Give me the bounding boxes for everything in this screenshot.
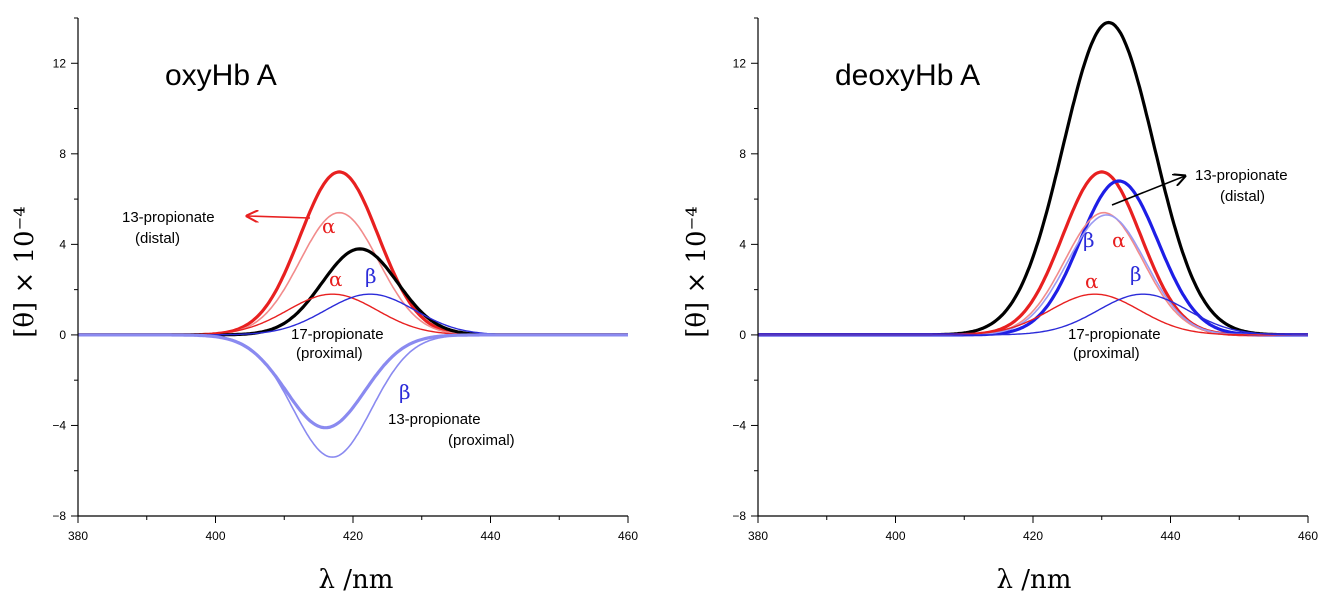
deoxy-y-tick-label: 0 xyxy=(739,328,746,342)
deoxy-beta-top: β xyxy=(1083,228,1095,252)
deoxy-x-tick-label: 420 xyxy=(1023,529,1043,543)
oxy-x-tick-label: 400 xyxy=(205,529,225,543)
deoxy-chart-panel: −8 −4 0 4 8 12 380 400 420 440 460 deoxyHb A [θ] ×… xyxy=(682,17,1318,594)
deoxy-y-tick-label: −4 xyxy=(732,418,746,432)
deoxy-y-tick-label: 12 xyxy=(733,56,747,70)
deoxy-annot-distal-line2: (distal) xyxy=(1220,188,1265,205)
deoxy-series-line-3 xyxy=(758,211,1308,336)
oxy-beta-mid: β xyxy=(365,264,377,288)
oxy-annot-13prox-line2: (proximal) xyxy=(448,432,515,449)
oxy-series-line-6 xyxy=(78,334,628,458)
oxy-y-tick-label: 4 xyxy=(59,237,66,251)
oxy-annot-17-line1: 17-propionate xyxy=(291,326,384,343)
deoxy-alpha-mid: α xyxy=(1085,269,1099,293)
deoxy-y-tick-label: 4 xyxy=(739,237,746,251)
oxy-chart-title: oxyHb A xyxy=(165,59,277,92)
oxy-y-tick-label: 0 xyxy=(59,328,66,342)
oxy-annot-distal-line2: (distal) xyxy=(135,230,180,247)
deoxy-y-tick-label: 8 xyxy=(739,147,746,161)
oxy-x-tick-label: 420 xyxy=(343,529,363,543)
oxy-y-tick-label: 8 xyxy=(59,147,66,161)
oxy-y-tick-label: −8 xyxy=(52,509,66,523)
oxy-series-line-0 xyxy=(78,170,628,337)
deoxy-annot-17-line1: 17-propionate xyxy=(1068,326,1161,343)
oxy-alpha-mid: α xyxy=(329,267,343,291)
oxy-axes: −8 −4 0 4 8 12 380 400 420 440 460 xyxy=(52,17,638,543)
deoxy-x-axis-label: λ /nm xyxy=(997,565,1072,594)
oxy-series-line-2 xyxy=(78,247,628,337)
oxy-annot-13prox-line1: 13-propionate xyxy=(388,411,481,428)
deoxy-chart-title: deoxyHb A xyxy=(835,59,980,92)
oxy-beta-low: β xyxy=(399,380,411,404)
deoxy-x-tick-label: 440 xyxy=(1160,529,1180,543)
deoxy-x-tick-label: 380 xyxy=(748,529,768,543)
deoxy-series-line-4 xyxy=(758,214,1308,336)
deoxy-y-axis-label: [θ] × 10⁻⁴ xyxy=(682,206,712,338)
deoxy-axes: −8 −4 0 4 8 12 380 400 420 440 460 xyxy=(732,17,1318,543)
oxy-x-tick-label: 460 xyxy=(618,529,638,543)
deoxy-x-tick-label: 400 xyxy=(885,529,905,543)
oxy-x-tick-label: 440 xyxy=(480,529,500,543)
oxy-distal-arrow xyxy=(247,216,311,218)
deoxy-annot-17-line2: (proximal) xyxy=(1073,345,1140,362)
oxy-series-group xyxy=(78,170,628,458)
oxy-annot-17-line2: (proximal) xyxy=(296,345,363,362)
deoxy-series-group xyxy=(758,20,1308,337)
oxy-chart-panel: −8 −4 0 4 8 12 380 400 420 440 460 oxyHb A [θ] × 1… xyxy=(10,17,638,594)
oxy-annot-distal-line1: 13-propionate xyxy=(122,209,215,226)
deoxy-alpha-top: α xyxy=(1112,228,1126,252)
deoxy-x-tick-label: 460 xyxy=(1298,529,1318,543)
oxy-y-tick-label: −4 xyxy=(52,418,66,432)
oxy-y-axis-label: [θ] × 10⁻⁴ xyxy=(10,206,40,338)
deoxy-y-tick-label: −8 xyxy=(732,509,746,523)
oxy-x-axis-label: λ /nm xyxy=(319,565,394,594)
oxy-alpha-top: α xyxy=(322,214,336,238)
deoxy-annot-distal-line1: 13-propionate xyxy=(1195,167,1288,184)
deoxy-distal-arrow xyxy=(1111,176,1185,206)
deoxy-beta-mid: β xyxy=(1130,262,1142,286)
oxy-x-tick-label: 380 xyxy=(68,529,88,543)
deoxy-series-line-6 xyxy=(758,293,1308,336)
oxy-y-tick-label: 12 xyxy=(53,56,67,70)
